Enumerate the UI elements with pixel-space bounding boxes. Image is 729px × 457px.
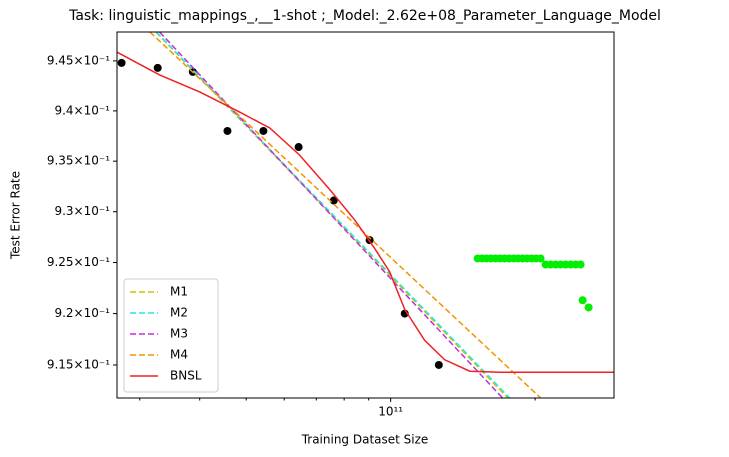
data-point [576, 260, 585, 269]
y-tick-label: 9.3×10⁻¹ [54, 204, 110, 218]
data-point [578, 296, 587, 305]
data-point [223, 126, 232, 135]
x-tick-label: 10¹¹ [378, 405, 403, 419]
legend-box [123, 278, 219, 393]
data-point [536, 254, 545, 263]
data-point [153, 63, 162, 72]
y-axis-label: Test Error Rate [9, 171, 23, 260]
data-point [584, 303, 593, 312]
series-line [155, 32, 511, 398]
data-point [259, 126, 268, 135]
chart-title: Task: linguistic_mappings_,__1-shot ;_Mo… [68, 8, 661, 24]
data-point [117, 58, 126, 67]
series-line [149, 32, 542, 398]
y-tick-label: 9.4×10⁻¹ [54, 103, 110, 117]
x-axis-label: Training Dataset Size [301, 433, 429, 447]
y-tick-label: 9.2×10⁻¹ [54, 306, 110, 320]
legend-label: BNSL [170, 369, 202, 383]
legend-label: M4 [170, 348, 188, 362]
legend-label: M2 [170, 306, 188, 320]
data-point [294, 143, 303, 152]
legend-label: M1 [170, 285, 188, 299]
series-line [159, 32, 504, 398]
y-tick-label: 9.25×10⁻¹ [47, 255, 110, 269]
data-point [434, 360, 443, 369]
y-tick-label: 9.15×10⁻¹ [47, 357, 110, 371]
plot-frame [116, 31, 615, 399]
y-tick-label: 9.35×10⁻¹ [47, 154, 110, 168]
y-tick-label: 9.45×10⁻¹ [47, 53, 110, 67]
legend-label: M3 [170, 327, 188, 341]
plot-area [117, 32, 614, 398]
data-point [329, 196, 338, 205]
series-line [117, 51, 614, 373]
